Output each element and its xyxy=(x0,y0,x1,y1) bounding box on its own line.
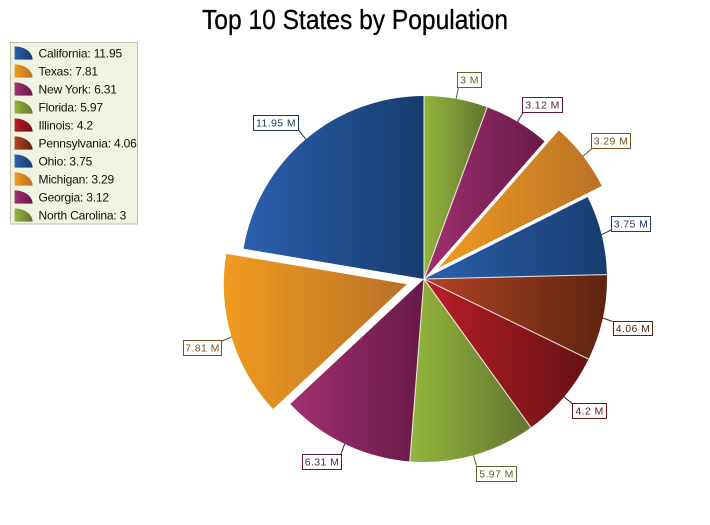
svg-text:3 M: 3 M xyxy=(460,75,479,87)
svg-text:3.75 M: 3.75 M xyxy=(614,219,649,231)
svg-text:New York: 6.31: New York: 6.31 xyxy=(39,83,118,97)
svg-text:California: 11.95: California: 11.95 xyxy=(39,47,123,61)
svg-text:5.97 M: 5.97 M xyxy=(479,469,514,481)
svg-text:Pennsylvania: 4.06: Pennsylvania: 4.06 xyxy=(39,137,138,151)
svg-text:Georgia: 3.12: Georgia: 3.12 xyxy=(39,191,110,205)
svg-text:4.06 M: 4.06 M xyxy=(616,323,651,335)
svg-text:3.12 M: 3.12 M xyxy=(525,100,560,112)
svg-text:7.81 M: 7.81 M xyxy=(185,343,220,355)
svg-text:North Carolina: 3: North Carolina: 3 xyxy=(39,209,127,223)
svg-text:Illinois: 4.2: Illinois: 4.2 xyxy=(39,119,94,133)
svg-text:Ohio: 3.75: Ohio: 3.75 xyxy=(39,155,93,169)
svg-text:3.29 M: 3.29 M xyxy=(594,136,629,148)
svg-text:6.31 M: 6.31 M xyxy=(305,457,340,469)
svg-text:Texas: 7.81: Texas: 7.81 xyxy=(39,65,99,79)
svg-text:4.2 M: 4.2 M xyxy=(575,406,603,418)
svg-text:11.95 M: 11.95 M xyxy=(256,118,296,130)
svg-text:Top 10 States by Population: Top 10 States by Population xyxy=(202,4,508,35)
svg-text:Michigan: 3.29: Michigan: 3.29 xyxy=(39,173,115,187)
svg-text:Florida: 5.97: Florida: 5.97 xyxy=(39,101,104,115)
